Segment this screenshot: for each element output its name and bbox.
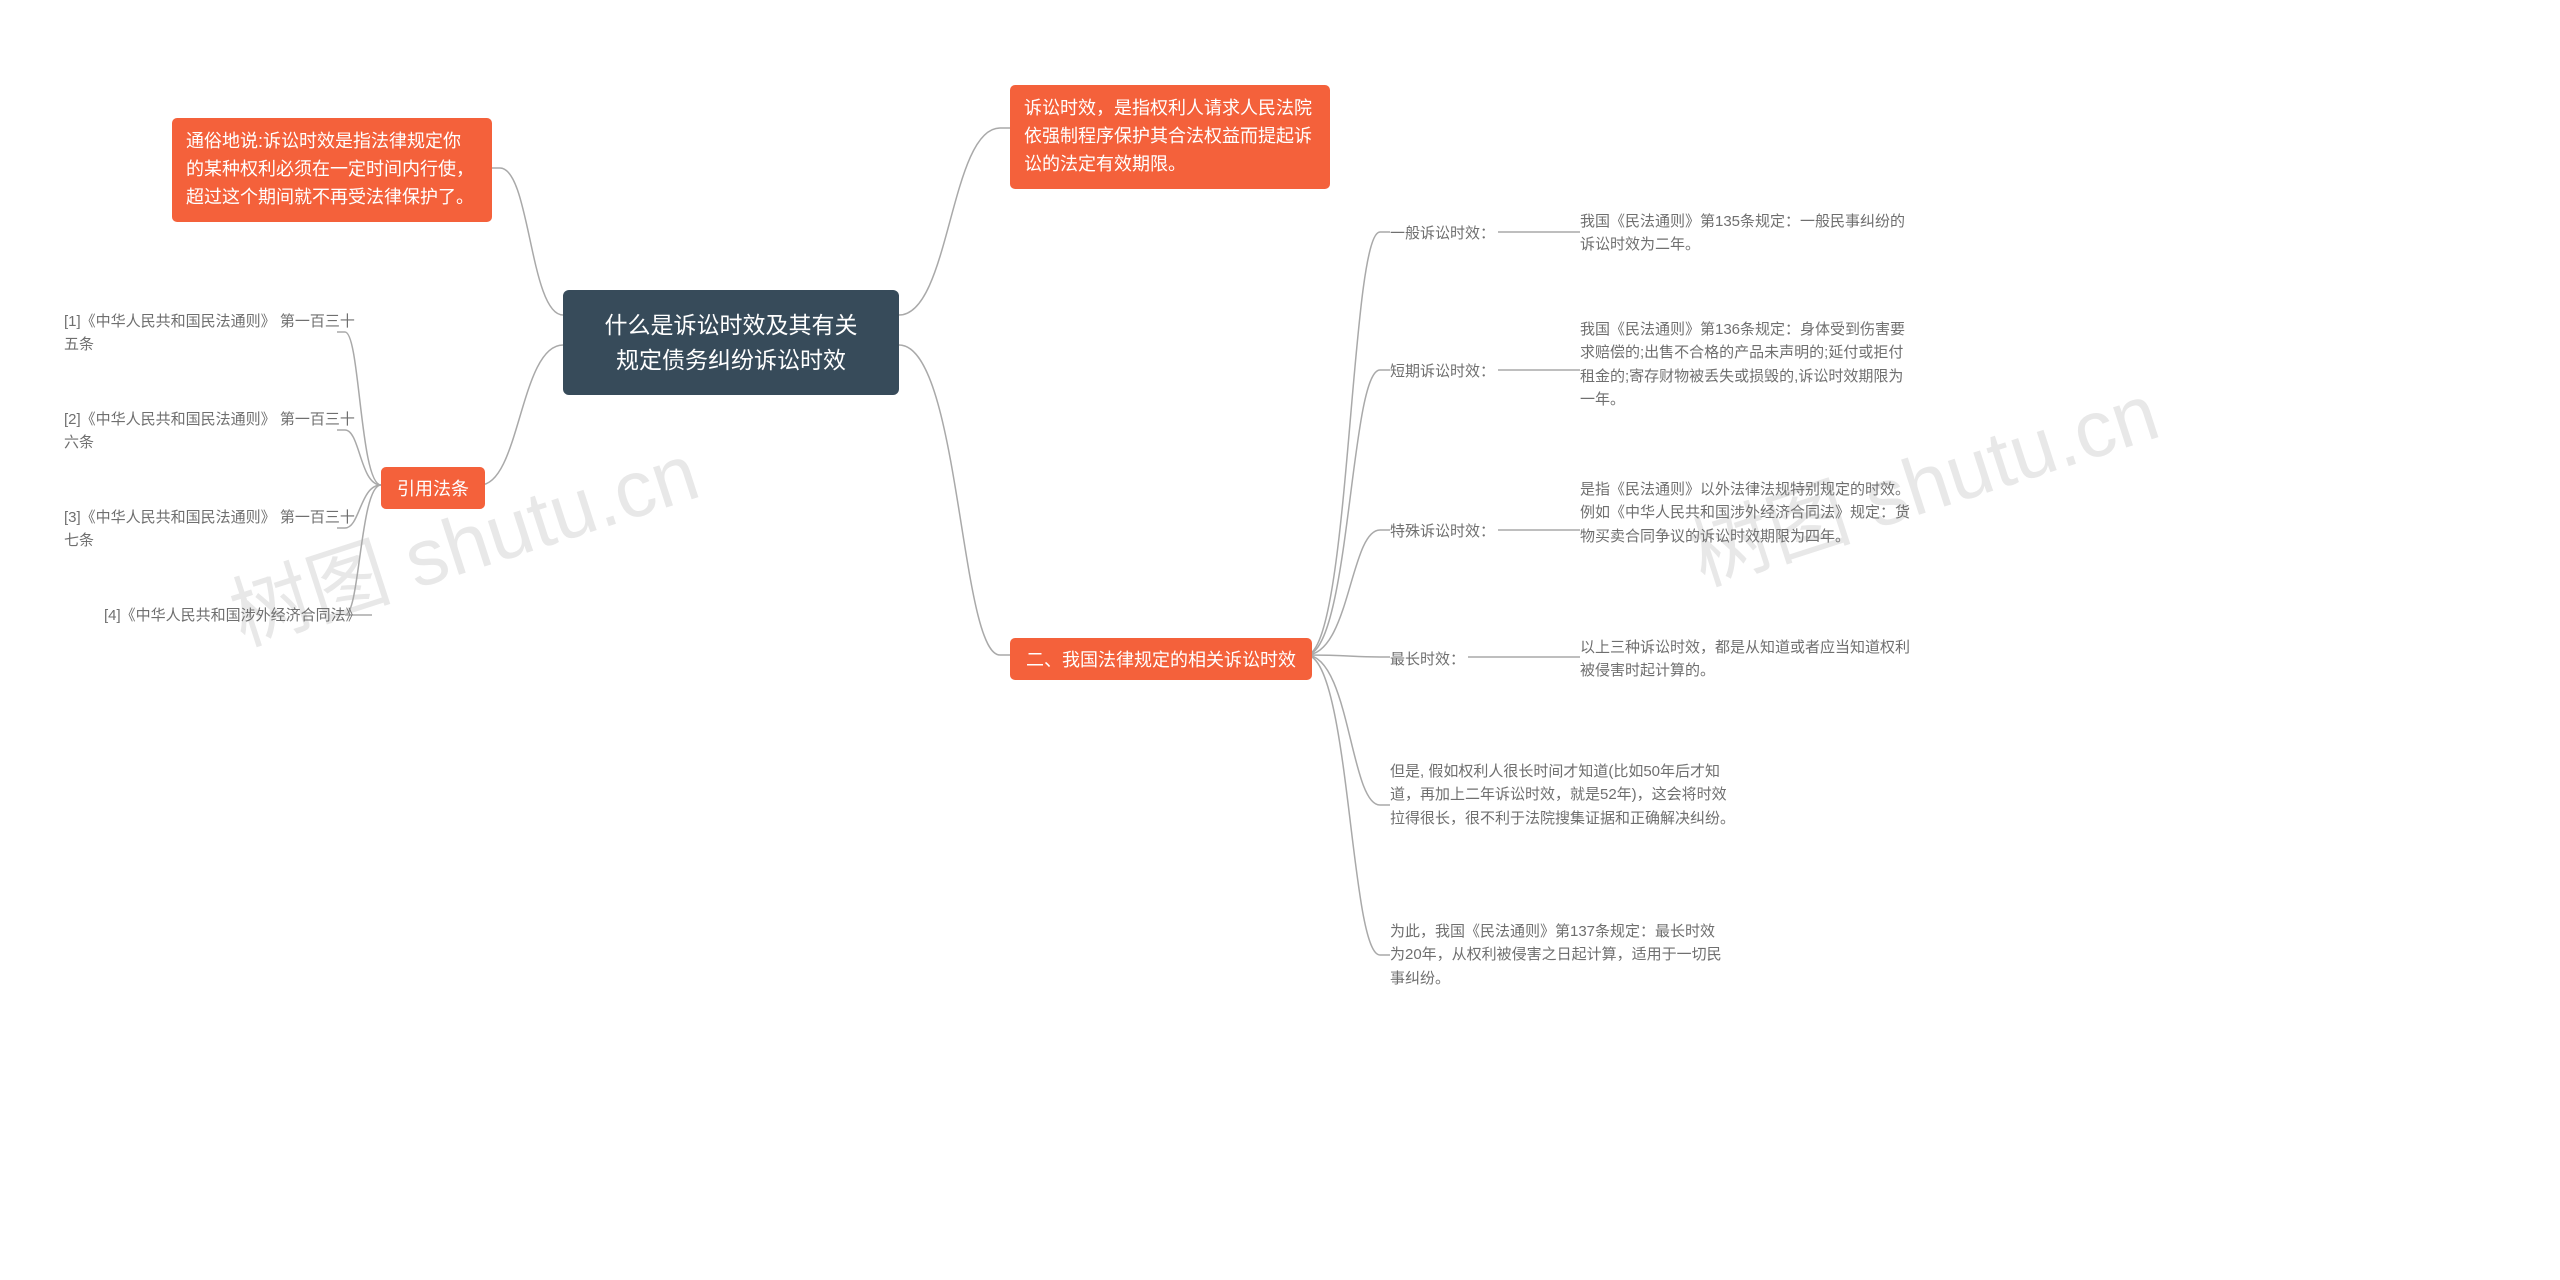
item3-label: 特殊诉讼时效： xyxy=(1390,520,1495,543)
root-line1: 什么是诉讼时效及其有关 xyxy=(589,308,873,343)
root-node: 什么是诉讼时效及其有关 规定债务纠纷诉讼时效 xyxy=(563,290,899,395)
item4-desc: 以上三种诉讼时效，都是从知道或者应当知道权利被侵害时起计算的。 xyxy=(1580,636,1910,683)
citation-2: [2]《中华人民共和国民法通则》 第一百三十六条 xyxy=(64,408,364,455)
item4-label: 最长时效： xyxy=(1390,648,1465,671)
item1-label: 一般诉讼时效： xyxy=(1390,222,1495,245)
note2: 为此，我国《民法通则》第137条规定：最长时效为20年，从权利被侵害之日起计算，… xyxy=(1390,920,1730,990)
section2-title: 二、我国法律规定的相关诉讼时效 xyxy=(1010,638,1312,680)
item2-label: 短期诉讼时效： xyxy=(1390,360,1495,383)
left-definition: 通俗地说:诉讼时效是指法律规定你的某种权利必须在一定时间内行使，超过这个期间就不… xyxy=(172,118,492,222)
item1-desc: 我国《民法通则》第135条规定：一般民事纠纷的诉讼时效为二年。 xyxy=(1580,210,1910,257)
citation-1: [1]《中华人民共和国民法通则》 第一百三十五条 xyxy=(64,310,364,357)
note1: 但是, 假如权利人很长时间才知道(比如50年后才知道，再加上二年诉讼时效，就是5… xyxy=(1390,760,1740,830)
citations-title: 引用法条 xyxy=(381,467,485,509)
citation-3: [3]《中华人民共和国民法通则》 第一百三十七条 xyxy=(64,506,364,553)
item3-desc: 是指《民法通则》以外法律法规特别规定的时效。例如《中华人民共和国涉外经济合同法》… xyxy=(1580,478,1910,548)
right-definition: 诉讼时效，是指权利人请求人民法院依强制程序保护其合法权益而提起诉讼的法定有效期限… xyxy=(1010,85,1330,189)
citation-4: [4]《中华人民共和国涉外经济合同法》 xyxy=(104,604,404,627)
item2-desc: 我国《民法通则》第136条规定：身体受到伤害要求赔偿的;出售不合格的产品未声明的… xyxy=(1580,318,1910,411)
root-line2: 规定债务纠纷诉讼时效 xyxy=(589,343,873,378)
